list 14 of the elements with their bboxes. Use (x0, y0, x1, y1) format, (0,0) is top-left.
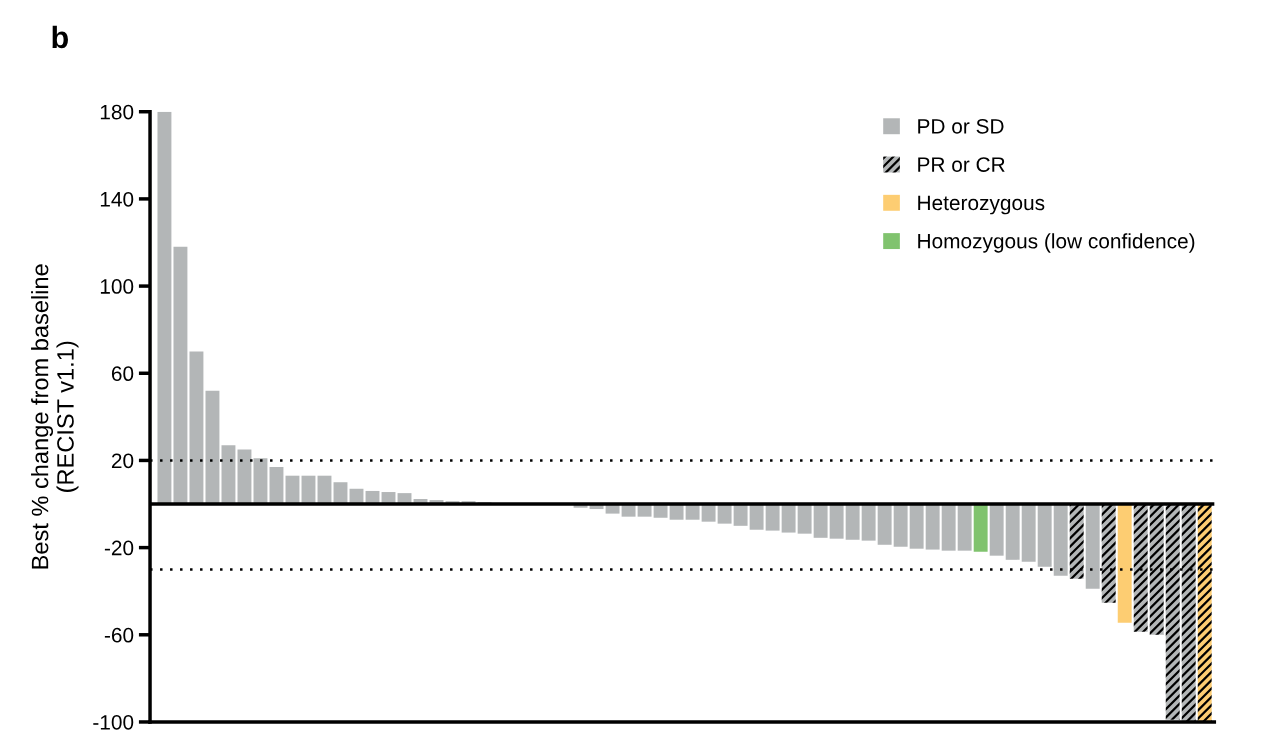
y-axis-title: Best % change from baseline (RECIST v1.1) (31, 264, 79, 569)
y-tick-label: 140 (100, 191, 134, 207)
legend-label: PD or SD (918, 118, 1004, 134)
y-tick-label: 20 (111, 453, 134, 469)
y-tick-label: 180 (100, 104, 134, 120)
y-tick-label: -100 (93, 714, 134, 730)
legend-label: Homozygous (low confidence) (918, 233, 1195, 253)
chart-title: b (52, 25, 68, 49)
y-tick-label: -60 (104, 627, 134, 643)
y-tick-label: 100 (100, 279, 134, 294)
y-tick-label: 60 (111, 366, 134, 382)
legend-label: PR or CR (918, 157, 1005, 172)
y-tick-label: -20 (104, 540, 134, 556)
legend-label: Heterozygous (918, 195, 1045, 215)
